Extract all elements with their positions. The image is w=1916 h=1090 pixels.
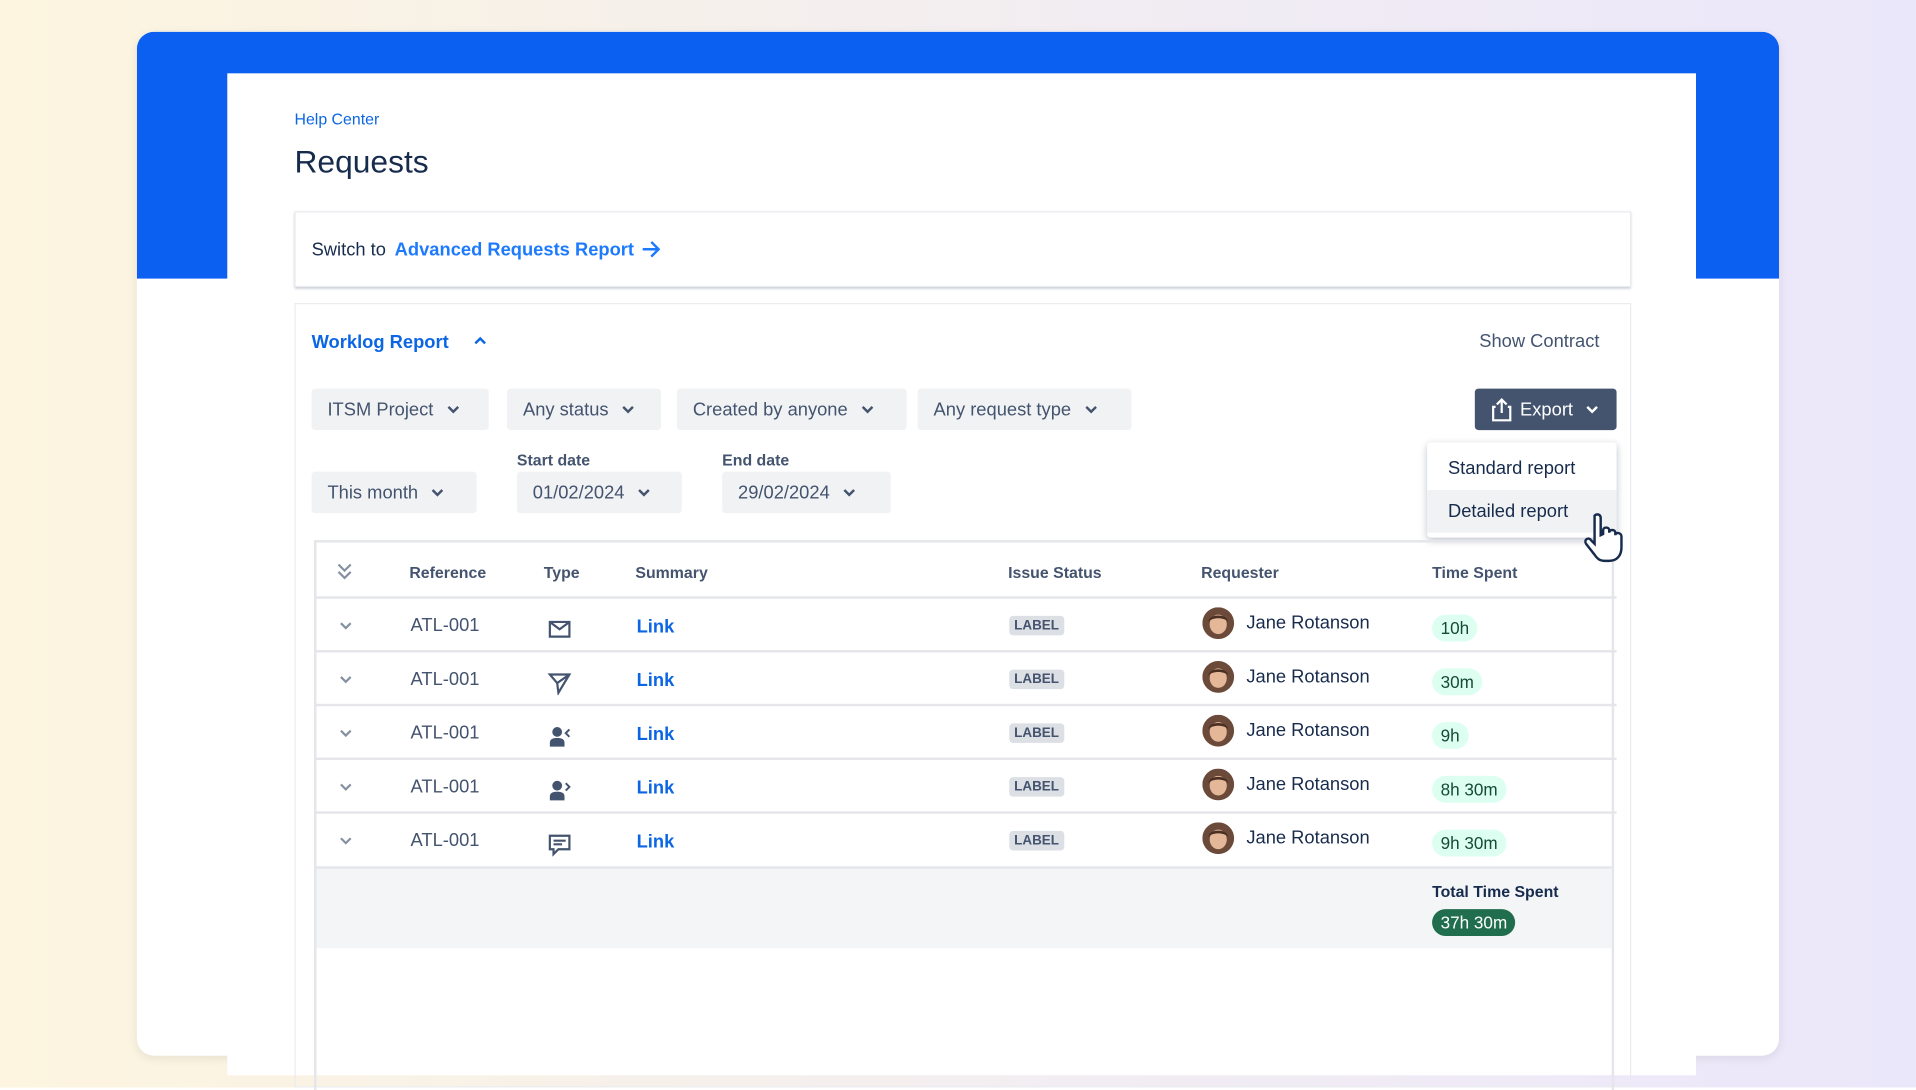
summary-link[interactable]: Link: [636, 616, 675, 638]
switch-prefix: Switch to: [311, 239, 386, 261]
end-date[interactable]: 29/02/2024: [722, 471, 891, 514]
filter[interactable]: Any status: [507, 388, 662, 431]
filter[interactable]: Any request type: [917, 388, 1132, 431]
table-row: ATL-001 Link LABEL Jane Rotanson 9h 30m: [316, 811, 1617, 867]
requester: Jane Rotanson: [1246, 720, 1370, 742]
requester: Jane Rotanson: [1246, 774, 1370, 795]
type-icon: [548, 834, 571, 857]
header: Type: [543, 563, 580, 582]
type-icon: [549, 727, 571, 747]
summary-link[interactable]: Link: [636, 723, 675, 745]
page-title: Requests: [294, 142, 429, 180]
collapse-icon[interactable]: [472, 331, 489, 348]
summary-link[interactable]: Link: [636, 831, 675, 853]
start-date-label: Start date: [516, 450, 591, 470]
table-row: ATL-001 Link LABEL Jane Rotanson 10h: [316, 596, 1617, 652]
status-label: LABEL: [1009, 723, 1064, 743]
status-label: LABEL: [1009, 777, 1064, 797]
requester: Jane Rotanson: [1246, 612, 1370, 634]
time-pill: 10h: [1432, 614, 1478, 642]
type-icon: [549, 780, 571, 801]
start-date[interactable]: 01/02/2024: [516, 471, 682, 514]
breadcrumb[interactable]: Help Center: [294, 109, 380, 129]
requester: Jane Rotanson: [1246, 666, 1370, 688]
header: Reference: [409, 563, 487, 582]
total-label: Total Time Spent: [1432, 882, 1559, 901]
export-button[interactable]: Export: [1474, 388, 1617, 431]
show-contract[interactable]: Show Contract: [1479, 331, 1600, 352]
status-label: LABEL: [1009, 615, 1064, 636]
filter[interactable]: ITSM Project: [311, 388, 489, 431]
table-row: ATL-001 Link LABEL Jane Rotanson 9h: [316, 703, 1617, 760]
expand-icon[interactable]: [338, 618, 353, 633]
menu-item[interactable]: Standard report: [1447, 458, 1576, 479]
report-box: Worklog Report Show Contract ITSM Projec…: [294, 303, 1632, 1090]
arrow-icon: [642, 241, 661, 258]
reference: ATL-001: [410, 776, 480, 798]
expand-icon[interactable]: [338, 833, 353, 848]
table-row: ATL-001 Link LABEL Jane Rotanson 8h 30m: [316, 757, 1617, 814]
time-pill: 9h: [1432, 722, 1469, 750]
avatar: [1202, 607, 1235, 640]
period-filter[interactable]: This month: [311, 471, 477, 514]
total-pill: 37h 30m: [1432, 909, 1516, 936]
summary-link[interactable]: Link: [636, 777, 675, 799]
switch-link[interactable]: Advanced Requests Report: [394, 239, 635, 261]
menu-item[interactable]: Detailed report: [1427, 489, 1617, 533]
time-pill: 30m: [1432, 668, 1483, 696]
reference: ATL-001: [410, 830, 480, 852]
status-label: LABEL: [1009, 669, 1064, 690]
reference: ATL-001: [410, 668, 480, 690]
switch-box: Switch to Advanced Requests Report: [294, 211, 1632, 288]
requester: Jane Rotanson: [1246, 827, 1370, 849]
type-icon: [547, 673, 572, 696]
expand-all-icon[interactable]: [336, 562, 353, 582]
header: Summary: [635, 563, 708, 582]
type-icon: [548, 620, 571, 638]
avatar: [1202, 714, 1235, 747]
filter[interactable]: Created by anyone: [676, 388, 907, 431]
report-title[interactable]: Worklog Report: [311, 332, 449, 354]
status-label: LABEL: [1009, 830, 1064, 851]
table-row: ATL-001 Link LABEL Jane Rotanson 30m: [316, 650, 1617, 706]
header: Time Spent: [1432, 563, 1518, 582]
cursor: [1584, 513, 1623, 563]
expand-icon[interactable]: [338, 780, 353, 795]
avatar: [1202, 768, 1235, 801]
expand-icon[interactable]: [338, 672, 353, 687]
time-pill: 9h 30m: [1432, 829, 1507, 857]
end-date-label: End date: [722, 450, 790, 470]
header: Issue Status: [1008, 563, 1102, 582]
panel: Help Center Requests Switch to Advanced …: [227, 73, 1696, 1090]
avatar: [1202, 661, 1235, 693]
header: Requester: [1201, 563, 1279, 582]
summary-link[interactable]: Link: [636, 670, 675, 691]
avatar: [1202, 822, 1235, 855]
table: Reference Type Summary Issue Status Requ…: [314, 540, 1617, 1090]
export-menu: Standard report Detailed report: [1427, 442, 1617, 538]
time-pill: 8h 30m: [1432, 775, 1507, 803]
expand-icon[interactable]: [338, 726, 353, 741]
reference: ATL-001: [410, 722, 480, 744]
total-row: Total Time Spent 37h 30m: [316, 866, 1612, 949]
reference: ATL-001: [410, 615, 480, 636]
